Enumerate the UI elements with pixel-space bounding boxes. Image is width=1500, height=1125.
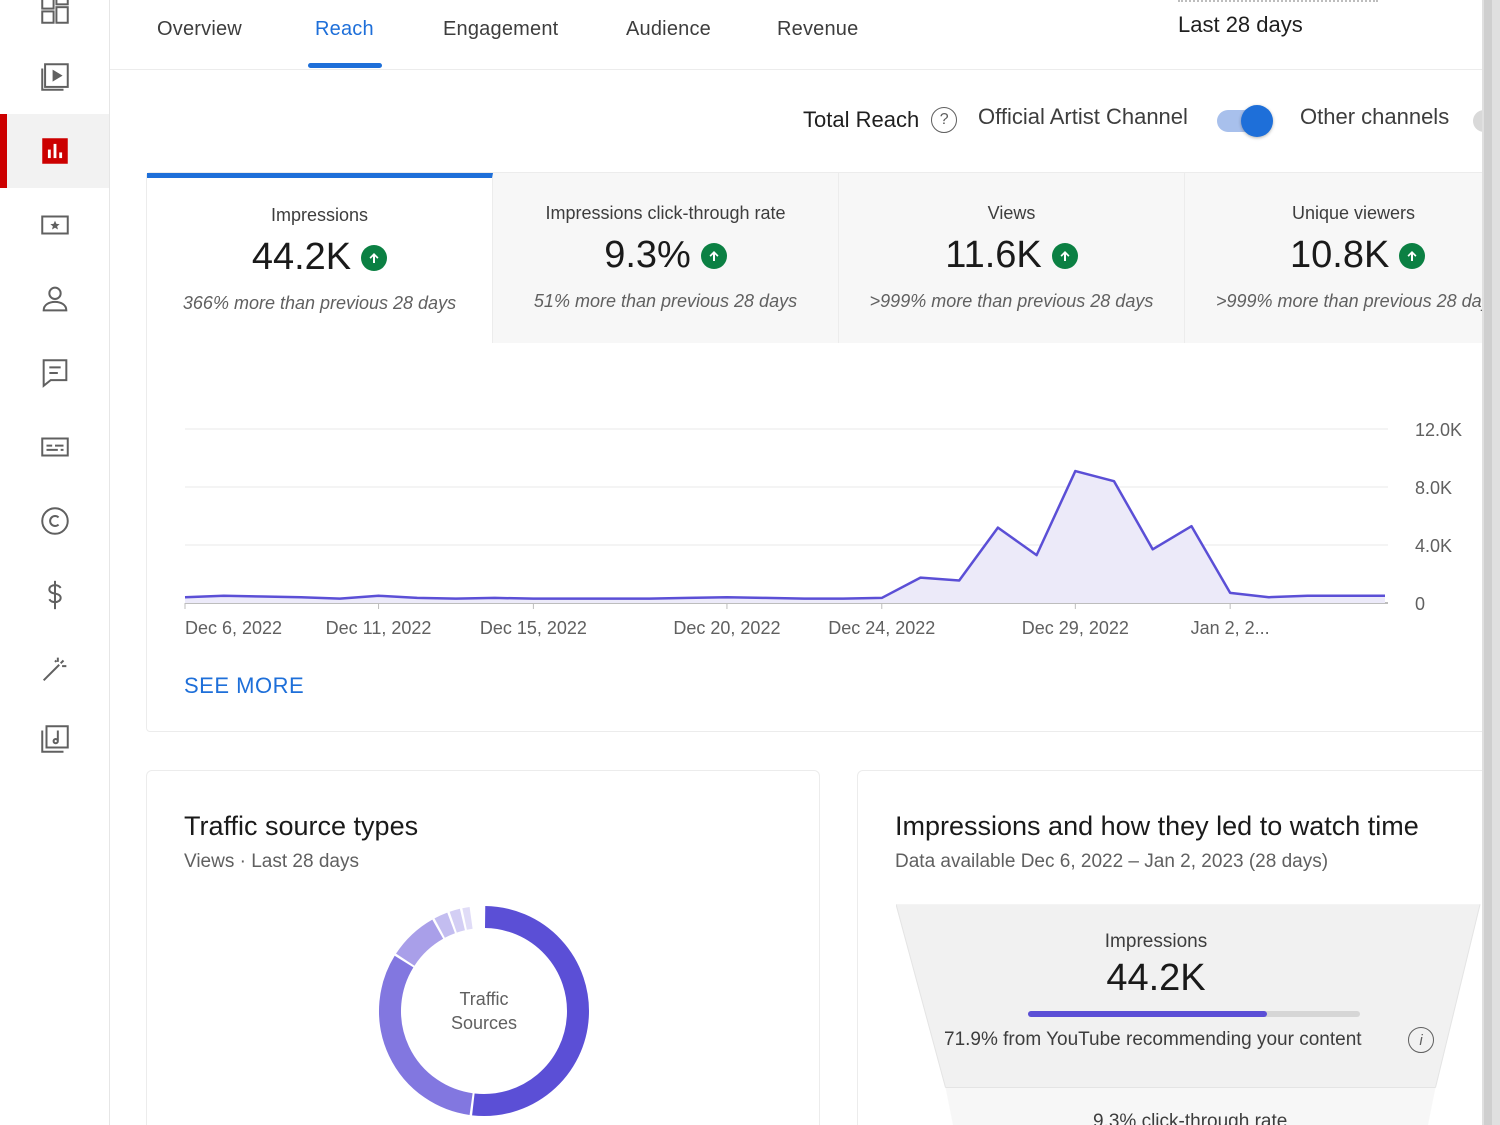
total-reach-label: Total Reach: [803, 107, 920, 132]
comments-icon[interactable]: [0, 336, 109, 410]
impressions-line[interactable]: [184, 469, 1385, 600]
tab-reach[interactable]: Reach: [315, 18, 374, 40]
person-icon[interactable]: [0, 262, 109, 336]
donut-segment[interactable]: [434, 912, 456, 938]
metric-views[interactable]: Views 11.6K >999% more than previous 28 …: [839, 173, 1185, 343]
analytics-icon[interactable]: [0, 114, 109, 188]
impressions-funnel-card: Impressions and how they led to watch ti…: [857, 770, 1497, 1125]
funnel-impressions-value: 44.2K: [1106, 957, 1206, 999]
ctr-note: 9.3% click-through rate: [1093, 1111, 1288, 1125]
donut-segment[interactable]: [472, 906, 589, 1116]
x-tick-label: Dec 6, 2022: [185, 618, 282, 638]
metric-label: Impressions: [270, 205, 369, 225]
scrollbar[interactable]: [1482, 0, 1500, 1125]
metric-impressions[interactable]: Impressions 44.2K 366% more than previou…: [147, 173, 493, 343]
metric-value: 9.3%: [604, 234, 691, 276]
arrow-up-icon: [1051, 242, 1078, 269]
metric-value: 44.2K: [251, 236, 352, 278]
arrow-up-icon: [700, 242, 727, 269]
traffic-donut-chart: Traffic Sources: [379, 906, 589, 1116]
see-more-link[interactable]: SEE MORE: [184, 673, 305, 698]
metric-label: Unique viewers: [1292, 203, 1416, 223]
tab-revenue[interactable]: Revenue: [777, 18, 859, 40]
metric-ctr[interactable]: Impressions click-through rate 9.3% 51% …: [493, 173, 839, 343]
x-tick-label: Dec 15, 2022: [480, 618, 587, 638]
metric-value-row: 10.8K: [1215, 234, 1486, 277]
x-tick-label: Dec 24, 2022: [828, 618, 935, 638]
traffic-subtitle: Views · Last 28 days: [184, 851, 359, 872]
dollar-icon[interactable]: [0, 558, 109, 632]
metric-note: >999% more than previous 28 days: [1216, 291, 1486, 311]
metric-label: Impressions click-through rate: [545, 203, 786, 223]
funnel-shape: [896, 904, 1481, 1125]
tab-overview[interactable]: Overview: [157, 18, 242, 40]
arrow-up-icon: [1399, 242, 1426, 269]
left-sidebar: [0, 0, 110, 1125]
metric-value-row: 44.2K: [147, 236, 492, 279]
recommend-note: 71.9% from YouTube recommending your con…: [944, 1029, 1362, 1050]
metric-label: Views: [987, 203, 1036, 223]
metric-value: 11.6K: [945, 234, 1042, 276]
metric-value-row: 11.6K: [839, 234, 1184, 277]
donut-segment[interactable]: [396, 919, 444, 967]
other-channels-label: Other channels: [1300, 104, 1450, 129]
x-tick-label: Jan 2, 2...: [1191, 618, 1270, 638]
y-tick-label: 0: [1415, 594, 1425, 614]
help-icon[interactable]: ?: [931, 107, 958, 133]
main-content: Overview Reach Engagement Audience Reven…: [110, 0, 1497, 1125]
donut-segment[interactable]: [379, 955, 473, 1116]
funnel-title: Impressions and how they led to watch ti…: [895, 811, 1419, 841]
copyright-icon[interactable]: [0, 484, 109, 558]
x-tick-label: Dec 11, 2022: [326, 618, 432, 638]
donut-center-line2: Sources: [451, 1013, 517, 1033]
subtitles-icon[interactable]: [0, 410, 109, 484]
channel-toggle-knob[interactable]: [1241, 105, 1273, 137]
metric-note: 366% more than previous 28 days: [182, 293, 457, 313]
y-tick-label: 8.0K: [1415, 478, 1452, 498]
arrow-up-icon: [361, 244, 388, 271]
traffic-title: Traffic source types: [184, 811, 419, 841]
y-tick-label: 12.0K: [1415, 420, 1462, 440]
tab-audience[interactable]: Audience: [626, 18, 711, 40]
x-tick-label: Dec 29, 2022: [1022, 618, 1129, 638]
donut-center-line1: Traffic: [459, 989, 508, 1009]
date-range-caption: [1178, 0, 1378, 2]
metric-unique-viewers[interactable]: Unique viewers 10.8K >999% more than pre…: [1185, 173, 1487, 343]
magic-wand-icon[interactable]: [0, 632, 109, 706]
info-icon[interactable]: i: [1408, 1027, 1434, 1053]
y-tick-label: 4.0K: [1415, 536, 1452, 556]
metric-value-row: 9.3%: [493, 234, 838, 277]
metric-value: 10.8K: [1290, 234, 1390, 276]
metric-note: 51% more than previous 28 days: [533, 291, 798, 311]
date-range-selector[interactable]: Last 28 days: [1178, 12, 1303, 37]
content-icon[interactable]: [0, 40, 109, 114]
reach-chart-card: Impressions 44.2K 366% more than previou…: [146, 172, 1487, 732]
donut-segment[interactable]: [462, 906, 473, 930]
official-artist-channel-label: Official Artist Channel: [978, 104, 1188, 129]
total-reach: Total Reach ?: [803, 100, 958, 140]
analytics-tabs: Overview Reach Engagement Audience Reven…: [110, 0, 1482, 70]
traffic-source-card: Traffic source types Views · Last 28 day…: [146, 770, 820, 1125]
dashboard-icon[interactable]: [0, 0, 109, 47]
funnel-subtitle: Data available Dec 6, 2022 – Jan 2, 2023…: [895, 851, 1329, 872]
x-tick-label: Dec 20, 2022: [673, 618, 780, 638]
tab-engagement[interactable]: Engagement: [443, 18, 559, 40]
impressions-area: [185, 471, 1385, 603]
donut-segment[interactable]: [449, 908, 466, 933]
active-tab-indicator: [308, 63, 382, 68]
impressions-chart: 12.0K 8.0K 4.0K 0 Dec 6, 2022 Dec 11, 2022 Dec…: [184, 420, 1462, 638]
recommend-bar-fill: [1028, 1011, 1267, 1017]
metric-note: >999% more than previous 28 days: [869, 291, 1154, 311]
funnel-impressions-label: Impressions: [1104, 931, 1208, 952]
audio-library-icon[interactable]: [0, 702, 109, 776]
subtitles-star-icon[interactable]: [0, 188, 109, 262]
